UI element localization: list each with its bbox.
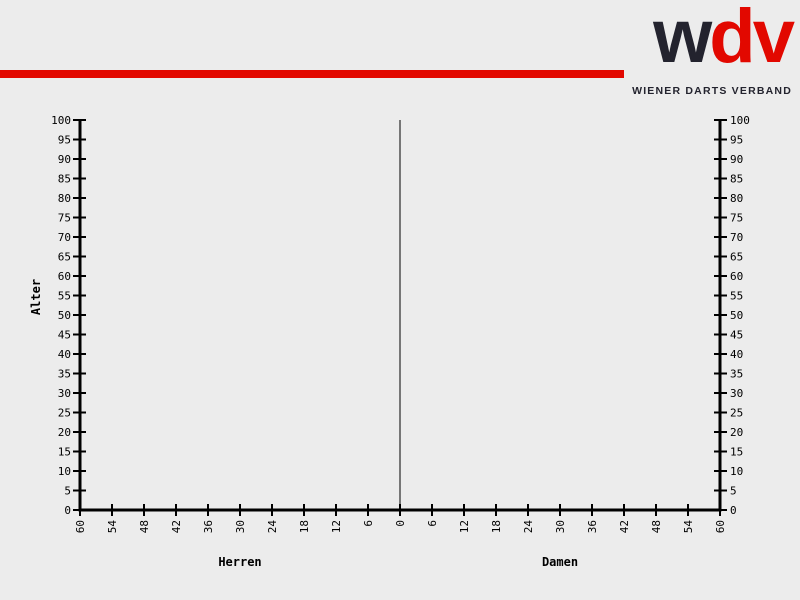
y-axis-title: Alter xyxy=(29,278,43,316)
svg-text:90: 90 xyxy=(730,153,743,166)
svg-text:42: 42 xyxy=(618,520,631,533)
svg-text:70: 70 xyxy=(730,231,743,244)
svg-text:75: 75 xyxy=(730,212,743,225)
svg-text:80: 80 xyxy=(730,192,743,205)
svg-text:10: 10 xyxy=(58,465,71,478)
svg-text:40: 40 xyxy=(730,348,743,361)
svg-text:85: 85 xyxy=(730,173,743,186)
svg-text:12: 12 xyxy=(458,520,471,533)
svg-text:30: 30 xyxy=(58,387,71,400)
svg-text:6: 6 xyxy=(426,520,439,527)
svg-text:70: 70 xyxy=(58,231,71,244)
header-rule xyxy=(0,70,624,78)
svg-text:24: 24 xyxy=(266,520,279,534)
svg-text:55: 55 xyxy=(58,290,71,303)
svg-text:15: 15 xyxy=(730,446,743,459)
svg-text:35: 35 xyxy=(730,368,743,381)
svg-text:18: 18 xyxy=(490,520,503,533)
svg-text:10: 10 xyxy=(730,465,743,478)
svg-text:65: 65 xyxy=(730,251,743,264)
svg-text:54: 54 xyxy=(106,520,119,534)
svg-text:5: 5 xyxy=(64,485,71,498)
svg-text:12: 12 xyxy=(330,520,343,533)
svg-text:35: 35 xyxy=(58,368,71,381)
svg-text:60: 60 xyxy=(714,520,727,533)
logo-letter-w: w xyxy=(653,0,712,79)
svg-text:55: 55 xyxy=(730,290,743,303)
svg-text:48: 48 xyxy=(138,520,151,533)
svg-text:0: 0 xyxy=(730,504,737,517)
svg-text:18: 18 xyxy=(298,520,311,533)
svg-text:5: 5 xyxy=(730,485,737,498)
logo-tagline: WIENER DARTS VERBAND xyxy=(632,85,792,97)
svg-text:0: 0 xyxy=(64,504,71,517)
logo-wordmark: wdv xyxy=(653,0,795,75)
svg-text:30: 30 xyxy=(554,520,567,533)
svg-text:20: 20 xyxy=(58,426,71,439)
svg-text:50: 50 xyxy=(58,309,71,322)
svg-text:15: 15 xyxy=(58,446,71,459)
svg-text:100: 100 xyxy=(730,114,750,127)
svg-text:65: 65 xyxy=(58,251,71,264)
right-series-label: Damen xyxy=(541,555,579,569)
wdv-logo[interactable]: wdv WIENER DARTS VERBAND xyxy=(624,0,800,100)
svg-text:45: 45 xyxy=(58,329,71,342)
svg-text:60: 60 xyxy=(74,520,87,533)
svg-text:24: 24 xyxy=(522,520,535,534)
svg-text:40: 40 xyxy=(58,348,71,361)
svg-text:48: 48 xyxy=(650,520,663,533)
svg-text:50: 50 xyxy=(730,309,743,322)
svg-text:25: 25 xyxy=(58,407,71,420)
svg-text:42: 42 xyxy=(170,520,183,533)
svg-text:85: 85 xyxy=(58,173,71,186)
svg-text:60: 60 xyxy=(730,270,743,283)
svg-text:54: 54 xyxy=(682,520,695,534)
svg-text:20: 20 xyxy=(730,426,743,439)
svg-text:90: 90 xyxy=(58,153,71,166)
svg-text:100: 100 xyxy=(51,114,71,127)
svg-text:36: 36 xyxy=(202,520,215,533)
svg-text:60: 60 xyxy=(58,270,71,283)
left-series-label: Herren xyxy=(218,555,262,569)
svg-text:45: 45 xyxy=(730,329,743,342)
svg-text:36: 36 xyxy=(586,520,599,533)
logo-letters-dv: dv xyxy=(709,0,795,79)
svg-text:30: 30 xyxy=(730,387,743,400)
svg-text:95: 95 xyxy=(58,134,71,147)
svg-text:95: 95 xyxy=(730,134,743,147)
svg-text:80: 80 xyxy=(58,192,71,205)
svg-text:75: 75 xyxy=(58,212,71,225)
svg-text:30: 30 xyxy=(234,520,247,533)
svg-text:25: 25 xyxy=(730,407,743,420)
svg-text:0: 0 xyxy=(394,520,407,527)
svg-text:6: 6 xyxy=(362,520,375,527)
